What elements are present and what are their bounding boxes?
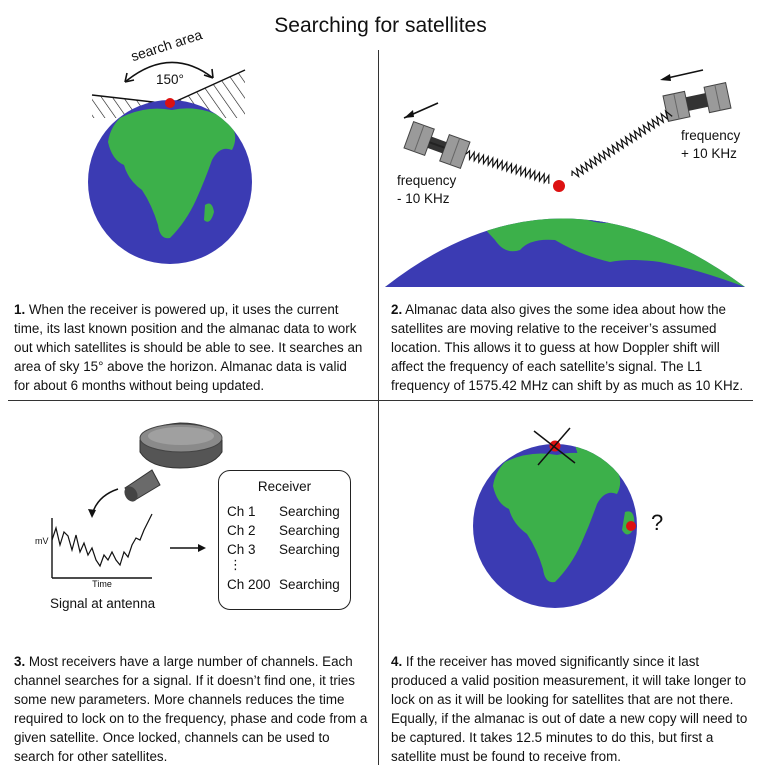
channel-status: Searching bbox=[279, 577, 340, 592]
channel-name: Ch 3 bbox=[227, 542, 256, 557]
globe-earth-icon bbox=[473, 440, 637, 608]
channel-row: Ch 1 Searching bbox=[219, 502, 350, 521]
receiver-marker bbox=[553, 180, 565, 192]
channel-row: Ch 3 Searching bbox=[219, 540, 350, 559]
signal-wave-left bbox=[465, 149, 550, 185]
channel-status: Searching bbox=[279, 523, 340, 538]
question-mark: ? bbox=[651, 510, 664, 535]
x-axis-label: Time bbox=[92, 579, 112, 589]
signal-trace bbox=[51, 513, 153, 568]
angle-label: 150° bbox=[156, 72, 184, 87]
arc-arrow-right-icon bbox=[203, 68, 214, 79]
panel2-caption: 2. Almanac data also gives the some idea… bbox=[391, 302, 744, 393]
satellite-left-icon bbox=[403, 120, 471, 170]
signal-plot bbox=[51, 513, 153, 579]
y-axis-label: mV bbox=[35, 536, 49, 546]
arc-arrow-left-icon bbox=[124, 72, 135, 83]
antenna-icon bbox=[124, 422, 223, 502]
panel1-caption: 1. When the receiver is powered up, it u… bbox=[14, 302, 363, 393]
channel-row: Ch 2 Searching bbox=[219, 521, 350, 540]
channel-name: Ch 2 bbox=[227, 523, 256, 538]
globe-earth-icon bbox=[88, 98, 252, 264]
receiver-title: Receiver bbox=[257, 479, 312, 494]
motion-arrow-right-icon bbox=[660, 69, 704, 81]
cross-icon bbox=[533, 427, 576, 466]
frequency-minus-label: frequency - 10 KHz bbox=[397, 173, 457, 206]
vertical-divider bbox=[378, 50, 379, 765]
channel-name: Ch 1 bbox=[227, 504, 256, 519]
signal-wave-right bbox=[571, 109, 673, 179]
panel4-caption: 4. If the receiver has moved significant… bbox=[391, 654, 748, 764]
new-position-marker bbox=[626, 521, 636, 531]
search-area-arc bbox=[124, 61, 214, 83]
channel-status: Searching bbox=[279, 504, 340, 519]
signal-label: Signal at antenna bbox=[50, 596, 156, 611]
receiver-box: Receiver Ch 1 Searching Ch 2 Searching C… bbox=[218, 470, 351, 610]
motion-arrow-left-icon bbox=[403, 102, 439, 119]
panel3-caption: 3. Most receivers have a large number of… bbox=[14, 654, 368, 764]
channel-name: Ch 200 bbox=[227, 577, 271, 592]
page-title: Searching for satellites bbox=[274, 14, 487, 37]
frequency-plus-label: frequency + 10 KHz bbox=[681, 128, 741, 161]
receiver-marker bbox=[165, 98, 175, 108]
channel-ellipsis: ⋮ bbox=[229, 557, 242, 572]
channel-status: Searching bbox=[279, 542, 340, 557]
horizontal-divider bbox=[8, 400, 753, 401]
channel-row: Ch 200 Searching bbox=[219, 575, 350, 594]
